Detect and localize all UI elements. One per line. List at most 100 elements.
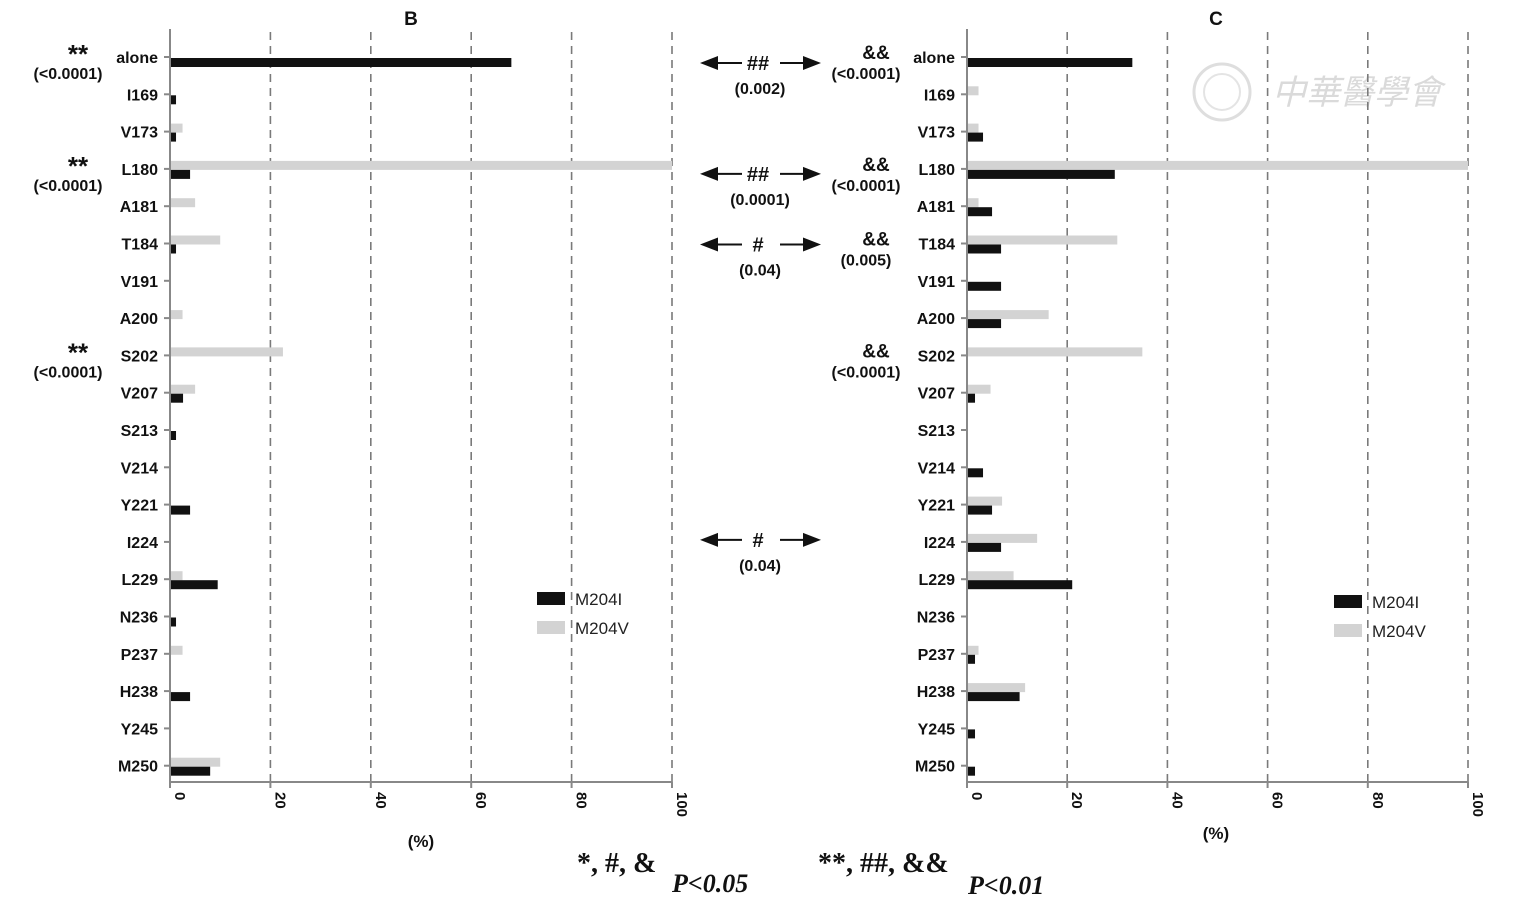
bar-m204i [171,617,177,627]
x-tick-label: 100 [1469,792,1486,817]
bar-m204v [968,571,1014,581]
comparison-arrow: ## (0.0001) [700,164,821,209]
between-panel-comparisons: ## (0.002) ## (0.0001) # (0.04) # (0.04) [700,53,821,575]
y-tick-label: Y221 [121,498,158,515]
footnote-sig01-p: P<0.01 [967,871,1044,900]
watermark-seal-inner-icon [1203,73,1241,111]
comparison-p-value: (0.0001) [730,192,790,209]
bar-m204v [171,384,196,394]
arrow-head-left-icon [700,532,718,547]
significance-p-value: (<0.0001) [34,178,103,195]
bar-m204i [171,692,191,702]
legend-swatch [1334,624,1362,637]
x-tick-label: 40 [1168,792,1185,809]
y-tick-label: S202 [918,348,955,365]
legend-swatch [537,621,565,634]
y-tick-label: A200 [917,311,955,328]
significance-footnote: *, #, & P<0.05 **, ##, && P<0.01 [577,848,1044,900]
significance-p-value: (<0.0001) [34,66,103,83]
x-tick-label: 0 [968,792,985,800]
bar-m204i [968,169,1115,179]
comparison-mark: # [752,235,763,257]
y-tick-label: L229 [919,572,956,589]
chart-panel-c: C 0 20 40 60 80 100 (%) alone I169 V173 L180 A181 T18… [832,9,1486,843]
y-tick-label: P237 [121,647,158,664]
bar-m204v [968,645,979,655]
y-tick-label: N236 [917,610,955,627]
y-tick-label: I224 [127,535,158,552]
y-tick-label: V214 [918,460,955,477]
x-tick-label: 20 [271,792,288,809]
y-tick-label: Y245 [121,721,158,738]
bar-m204i [171,766,211,776]
arrow-head-left-icon [700,56,718,70]
y-tick-label: V214 [121,460,158,477]
bar-m204v [171,123,183,133]
comparison-arrow: # (0.04) [700,235,821,280]
bar-m204i [968,729,976,739]
significance-mark: && [862,341,890,362]
y-tick-label: A181 [120,199,158,216]
x-tick-label: 100 [673,792,690,817]
bar-m204i [968,132,984,142]
x-tick-label: 80 [1369,792,1386,809]
arrow-head-left-icon [700,237,718,252]
x-tick-label: 60 [1269,792,1286,809]
bar-m204v [968,198,979,208]
bar-m204i [968,468,984,478]
bar-m204i [968,692,1020,702]
y-tick-label: L180 [919,162,956,179]
comparison-arrow: # (0.04) [700,530,821,575]
chart-title: B [404,9,418,30]
bar-m204i [968,505,993,515]
bar-m204v [171,757,221,767]
y-tick-label: alone [116,50,158,67]
bar-m204v [968,533,1038,543]
y-tick-label: I169 [924,87,955,104]
arrow-head-right-icon [803,166,821,181]
bar-m204i [171,431,177,440]
y-tick-label: A200 [120,311,158,328]
chart-panel-b: B 0 20 40 60 80 100 (%) alone I169 V173 L180 A181 T18… [34,9,690,851]
comparison-p-value: (0.04) [739,558,781,575]
x-tick-label: 80 [573,792,590,809]
bar-m204i [968,319,1002,329]
comparison-p-value: (0.002) [735,81,786,98]
arrow-head-right-icon [803,532,821,547]
y-tick-label: T184 [122,237,159,254]
y-tick-label: S202 [121,348,158,365]
bar-m204i [171,244,177,254]
bar-m204i [968,58,1133,67]
legend-swatch [1334,595,1362,608]
bar-m204v [171,645,183,655]
chart-title: C [1209,9,1223,30]
bar-m204v [968,235,1118,245]
y-tick-label: A181 [917,199,955,216]
legend-label: M204V [575,619,630,638]
y-tick-label: V207 [918,386,955,403]
y-tick-label: V191 [918,274,955,291]
significance-p-value: (<0.0001) [832,178,901,195]
bar-m204v [968,160,1468,170]
significance-mark: && [862,43,890,64]
significance-p-value: (<0.0001) [832,364,901,381]
bar-m204i [968,281,1002,291]
y-tick-label: P237 [918,647,955,664]
bar-m204i [968,654,976,664]
bar-m204v [171,310,183,320]
bar-m204i [171,393,184,403]
comparison-mark: ## [747,164,769,186]
y-tick-label: H238 [917,684,955,701]
y-tick-label: Y221 [918,498,955,515]
significance-mark: ** [68,39,89,69]
comparison-p-value: (0.04) [739,263,781,280]
comparison-mark: # [752,530,763,552]
watermark-seal-icon [1192,62,1252,122]
bar-m204v [968,310,1049,320]
y-tick-label: I169 [127,87,158,104]
y-tick-label: M250 [118,759,158,776]
significance-p-value: (<0.0001) [34,364,103,381]
bar-m204v [171,160,672,170]
bar-m204i [171,169,191,179]
